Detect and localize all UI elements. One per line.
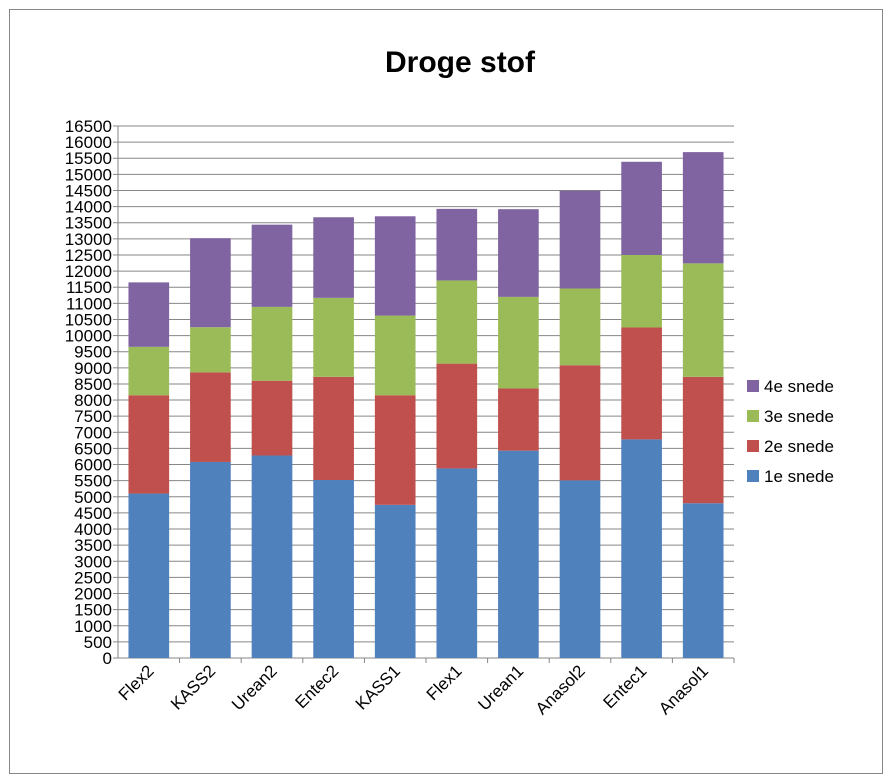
bar-segment — [190, 372, 231, 462]
bar-segment — [498, 450, 539, 658]
y-tick-label: 500 — [84, 633, 112, 652]
x-tick-label: Anasol2 — [532, 661, 589, 718]
y-tick-label: 9000 — [74, 359, 112, 378]
bar-segment — [498, 388, 539, 451]
bar-segment — [682, 376, 724, 504]
bar-segment — [313, 480, 354, 658]
x-tick-label: Urean2 — [228, 661, 281, 714]
x-tick-label: Anasol1 — [655, 661, 712, 718]
y-tick-label: 12500 — [65, 246, 112, 265]
bar-segment — [313, 297, 354, 377]
legend-swatch — [747, 440, 759, 452]
legend-label: 2e snede — [764, 437, 834, 456]
x-tick-label: Entec2 — [292, 661, 343, 712]
bar-segment — [559, 190, 601, 289]
y-tick-label: 5500 — [74, 472, 112, 491]
bar-segment — [128, 346, 170, 396]
legend-label: 1e snede — [764, 467, 834, 486]
bar-segment — [621, 439, 662, 658]
y-tick-label: 9500 — [74, 343, 112, 362]
bar-segment — [251, 224, 293, 307]
y-tick-label: 13500 — [65, 214, 112, 233]
bar-segment — [374, 504, 416, 658]
y-tick-label: 6000 — [74, 456, 112, 475]
y-tick-label: 15000 — [65, 165, 112, 184]
y-tick-label: 10500 — [65, 310, 112, 329]
legend: 4e snede 3e snede 2e snede 1e snede — [747, 377, 834, 486]
y-tick-label: 2000 — [74, 585, 112, 604]
y-tick-label: 10000 — [65, 327, 112, 346]
bar-segment — [313, 376, 354, 481]
legend-swatch — [747, 410, 759, 422]
bar-segment — [251, 306, 293, 381]
bar-segment — [682, 152, 724, 264]
chart-title: Droge stof — [385, 46, 536, 79]
bar-segment — [436, 208, 478, 281]
bar-segment — [498, 209, 539, 297]
y-tick-label: 1000 — [74, 617, 112, 636]
bar-segment — [559, 288, 601, 366]
plot-area: 0500100015002000250030003500400045005000… — [65, 117, 735, 718]
bar-segment — [436, 363, 478, 469]
bar-segment — [682, 503, 724, 658]
bar-segment — [436, 468, 478, 658]
x-tick-label: KASS2 — [167, 661, 219, 713]
y-tick-label: 7000 — [74, 423, 112, 442]
x-tick-label: Flex1 — [423, 661, 466, 704]
bar-segment — [374, 315, 416, 396]
y-tick-label: 12000 — [65, 262, 112, 281]
y-tick-label: 15500 — [65, 149, 112, 168]
x-tick-label: Flex2 — [115, 661, 158, 704]
legend-swatch — [747, 470, 759, 482]
bar-segment — [190, 461, 231, 658]
y-tick-label: 16500 — [65, 117, 112, 136]
bar-segment — [128, 493, 170, 658]
x-tick-label: Urean1 — [474, 661, 527, 714]
y-tick-label: 2500 — [74, 568, 112, 587]
bar-segment — [621, 254, 662, 328]
bar-segment — [251, 380, 293, 456]
y-tick-label: 14000 — [65, 198, 112, 217]
legend-label: 4e snede — [764, 377, 834, 396]
y-tick-label: 3000 — [74, 552, 112, 571]
legend-swatch — [747, 380, 759, 392]
bar-segment — [559, 365, 601, 481]
y-tick-label: 1500 — [74, 601, 112, 620]
y-tick-label: 7500 — [74, 407, 112, 426]
bar-segment — [128, 395, 170, 494]
y-tick-label: 13000 — [65, 230, 112, 249]
bar-segment — [190, 238, 231, 328]
y-tick-label: 14500 — [65, 181, 112, 200]
y-tick-label: 4500 — [74, 504, 112, 523]
bar-segment — [621, 327, 662, 440]
legend-label: 3e snede — [764, 407, 834, 426]
x-tick-label: Entec1 — [600, 661, 651, 712]
y-tick-label: 8000 — [74, 391, 112, 410]
y-tick-label: 6500 — [74, 439, 112, 458]
bar-segment — [190, 327, 231, 373]
bar-segment — [374, 216, 416, 316]
bar-segment — [621, 161, 662, 255]
bar-segment — [682, 263, 724, 377]
bar-segment — [436, 280, 478, 364]
x-tick-label: KASS1 — [352, 661, 404, 713]
bar-segment — [128, 282, 170, 347]
y-tick-label: 0 — [103, 649, 112, 668]
y-tick-label: 11000 — [66, 294, 112, 313]
y-tick-label: 4000 — [74, 520, 112, 539]
bar-segment — [313, 217, 354, 298]
y-tick-label: 16000 — [65, 133, 112, 152]
bar-segment — [559, 480, 601, 658]
y-tick-label: 11500 — [66, 278, 112, 297]
y-tick-label: 3500 — [74, 536, 112, 555]
bar-segment — [374, 395, 416, 505]
y-tick-label: 8500 — [74, 375, 112, 394]
bar-segment — [251, 455, 293, 658]
y-tick-label: 5000 — [74, 488, 112, 507]
bar-segment — [498, 296, 539, 389]
